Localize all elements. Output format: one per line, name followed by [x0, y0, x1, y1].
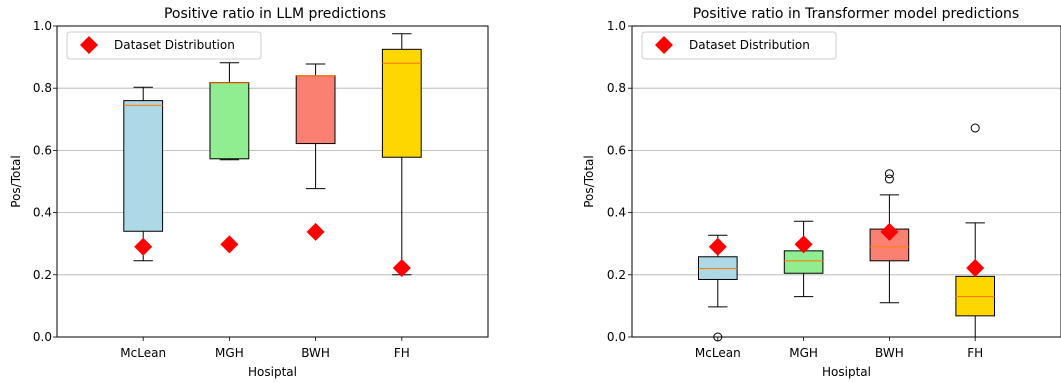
x-axis-label: Hosiptal	[822, 365, 871, 379]
chart-title: Positive ratio in Transformer model pred…	[693, 6, 1019, 22]
x-tick-label: McLean	[120, 346, 166, 360]
y-tick-label: 0.4	[33, 206, 52, 220]
y-tick-label: 1.0	[33, 19, 52, 33]
box-body	[783, 250, 824, 274]
y-tick-label: 0.4	[607, 206, 626, 220]
dataset-distribution-marker	[880, 222, 899, 241]
legend-box	[66, 31, 262, 60]
dataset-distribution-marker	[708, 237, 727, 256]
legend-label: Dataset Distribution	[689, 38, 810, 52]
outlier-point	[884, 169, 894, 179]
chart-title: Positive ratio in LLM predictions	[164, 6, 386, 22]
dataset-distribution-marker	[220, 235, 239, 254]
legend-marker	[80, 36, 98, 54]
dataset-distribution-marker	[134, 237, 153, 256]
y-tick-label: 0.0	[33, 330, 52, 344]
y-tick-label: 0.8	[607, 81, 626, 95]
box-mclean	[123, 86, 164, 262]
dataset-distribution-marker	[392, 258, 411, 277]
y-tick-label: 0.0	[607, 330, 626, 344]
box-fh	[955, 123, 996, 338]
box-bwh	[295, 63, 336, 190]
y-tick-label: 0.6	[33, 143, 52, 157]
box-fh	[381, 33, 422, 276]
y-tick-label: 0.2	[607, 268, 626, 282]
x-tick-label: McLean	[695, 346, 741, 360]
x-axis-label: Hosiptal	[248, 365, 297, 379]
x-tick-label: FH	[394, 346, 410, 360]
box-body	[209, 82, 250, 160]
box-mclean	[697, 234, 738, 342]
legend-marker	[655, 36, 673, 54]
plot-frame	[56, 25, 489, 338]
box-body	[295, 75, 336, 145]
legend: Dataset Distribution	[641, 31, 837, 60]
transformer-chart: Positive ratio in Transformer model pred…	[582, 6, 1061, 379]
x-tick-label: BWH	[875, 346, 904, 360]
box-mgh	[783, 220, 824, 298]
legend-label: Dataset Distribution	[114, 38, 235, 52]
box-body	[381, 48, 422, 158]
y-tick-label: 0.8	[33, 81, 52, 95]
plot-frame	[631, 25, 1061, 338]
dataset-distribution-marker	[794, 235, 813, 254]
dataset-distribution-marker	[306, 222, 325, 241]
x-tick-label: FH	[967, 346, 983, 360]
box-mgh	[209, 62, 250, 161]
legend-box	[641, 31, 837, 60]
x-tick-label: MGH	[215, 346, 244, 360]
outlier-point	[970, 123, 980, 133]
llm-chart: Positive ratio in LLM predictions 0.0 0.2 0…	[9, 6, 489, 379]
dataset-distribution-marker	[966, 258, 985, 277]
y-tick-label: 0.2	[33, 268, 52, 282]
y-axis-label: Pos/Total	[582, 155, 596, 207]
box-body	[123, 100, 164, 232]
y-tick-label: 1.0	[607, 19, 626, 33]
x-tick-label: MGH	[789, 346, 818, 360]
outlier-point	[884, 174, 894, 184]
legend: Dataset Distribution	[66, 31, 262, 60]
x-tick-label: BWH	[301, 346, 330, 360]
y-axis-label: Pos/Total	[9, 155, 23, 207]
y-tick-label: 0.6	[607, 143, 626, 157]
